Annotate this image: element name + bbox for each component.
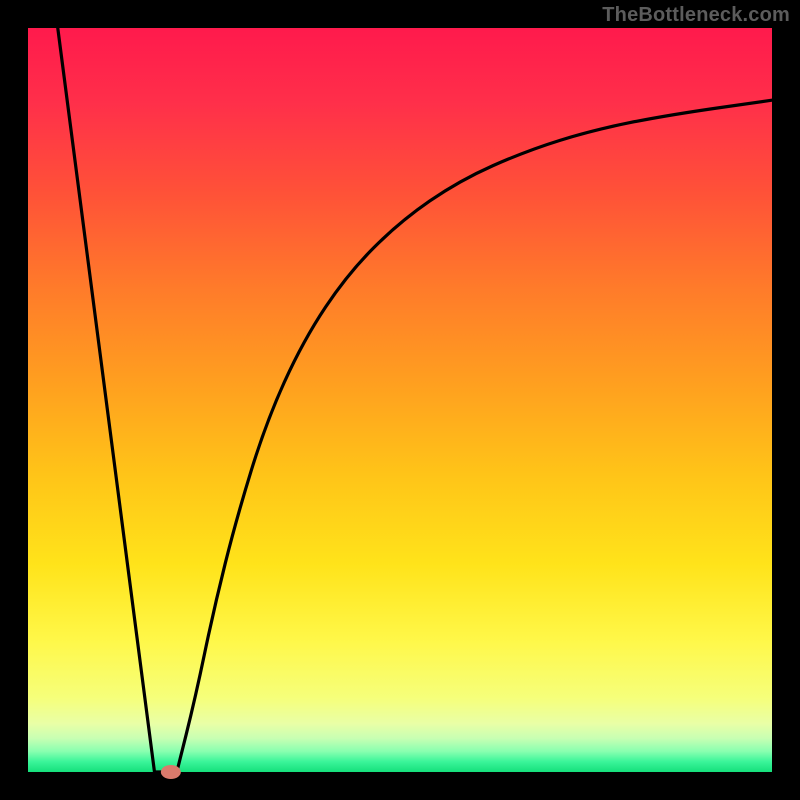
chart-svg — [0, 0, 800, 800]
optimum-marker — [161, 765, 181, 779]
chart-frame: TheBottleneck.com — [0, 0, 800, 800]
watermark-text: TheBottleneck.com — [602, 4, 790, 27]
